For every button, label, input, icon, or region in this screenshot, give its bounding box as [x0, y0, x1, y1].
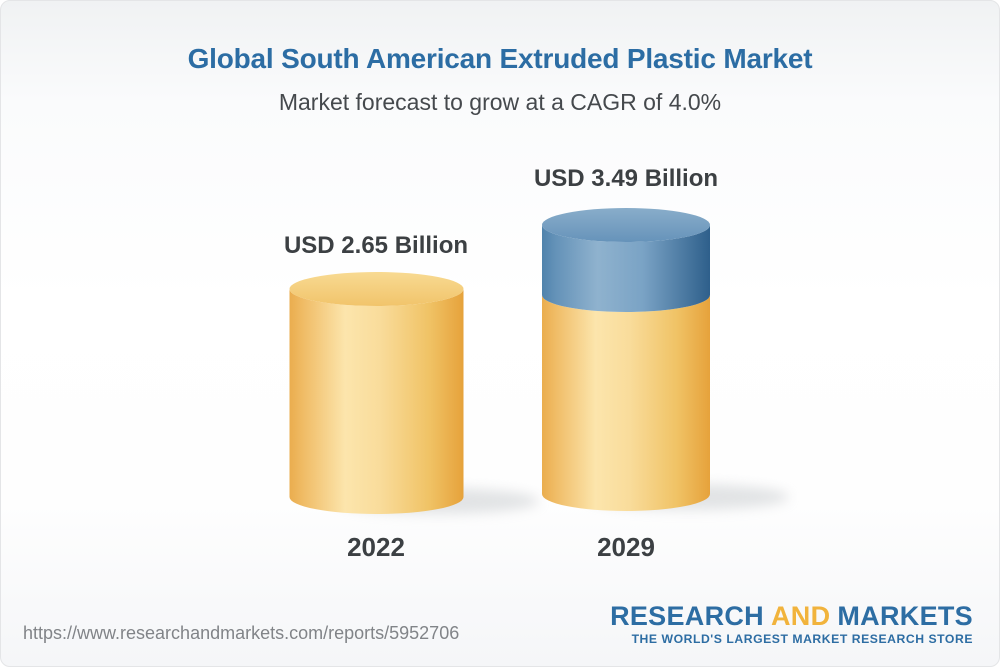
logo-word-research: RESEARCH	[610, 601, 764, 631]
bar-2029-top-face	[542, 208, 710, 242]
bar-2029-cylinder	[542, 208, 710, 511]
category-label-2029: 2029	[597, 532, 655, 562]
value-label-2022: USD 2.65 Billion	[283, 232, 469, 259]
logo-tagline: THE WORLD'S LARGEST MARKET RESEARCH STOR…	[631, 632, 973, 646]
report-url: https://www.researchandmarkets.com/repor…	[23, 623, 460, 643]
logo-wordmark: RESEARCH AND MARKETS	[610, 603, 973, 630]
value-label-2029: USD 3.49 Billion	[533, 165, 719, 192]
bar-2022-cylinder	[289, 272, 464, 514]
research-and-markets-logo: RESEARCH AND MARKETS THE WORLD'S LARGEST M…	[610, 603, 973, 646]
chart-title: Global South American Extruded Plastic M…	[187, 43, 813, 74]
bar-2029-base-segment	[542, 295, 710, 511]
bar-2029-growth-segment	[542, 225, 710, 312]
chart-subtitle: Market forecast to grow at a CAGR of 4.0…	[278, 89, 722, 115]
category-label-2022: 2022	[347, 532, 405, 562]
logo-word-and: AND	[770, 601, 831, 631]
logo-word-markets: MARKETS	[837, 601, 973, 631]
